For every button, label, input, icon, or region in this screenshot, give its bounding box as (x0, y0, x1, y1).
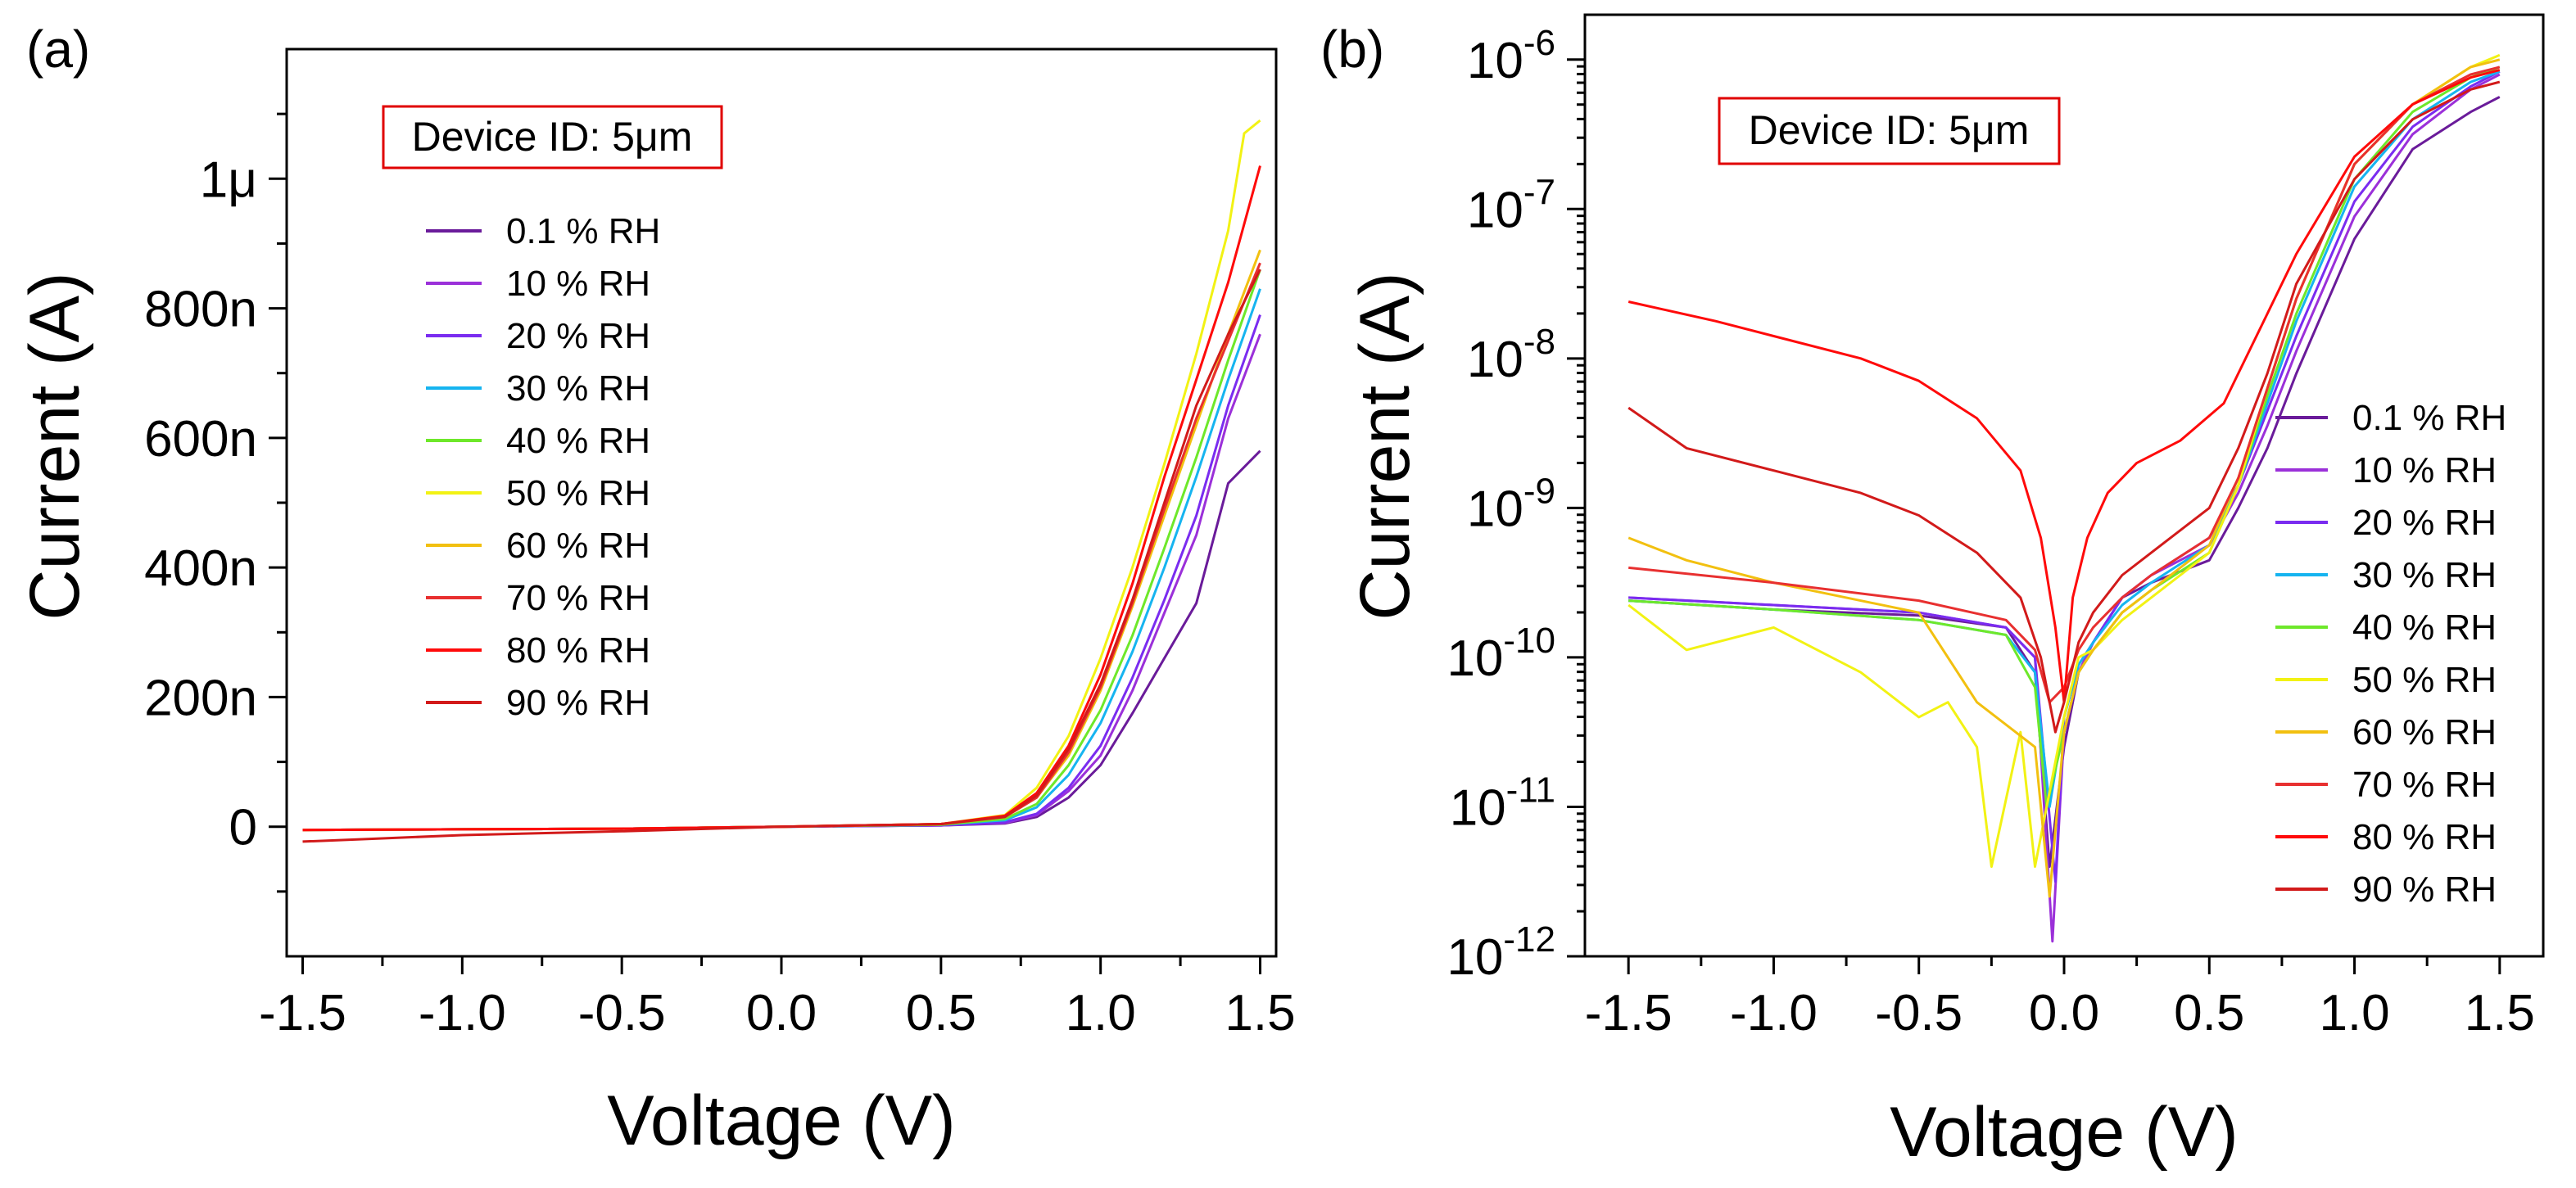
panel-a-y-tick-label: 200n (144, 670, 257, 726)
panel-a-legend-label-10-rh: 10 % RH (506, 264, 650, 304)
panel-b-legend-label-0-1-rh: 0.1 % RH (2352, 398, 2506, 438)
panel-a-y-tick-label: 600n (144, 411, 257, 468)
panel-b-y-tick-label: 10-11 (1450, 770, 1555, 836)
panel-b-x-tick-label: -0.5 (1875, 985, 1963, 1041)
panel-b-y-tick-label: 10-12 (1446, 919, 1555, 986)
panel-b-x-tick-label: 0.0 (2029, 985, 2099, 1041)
panel-b-y-tick-label: 10-10 (1446, 621, 1555, 687)
panel-b-legend-label-80-rh: 80 % RH (2352, 817, 2497, 857)
panel-a-x-axis-title: Voltage (V) (607, 1082, 955, 1160)
panel-b-device-id-box (1718, 97, 2061, 165)
panel-a-series-group (302, 119, 1261, 843)
panel-a-x-tick-label: 0.5 (906, 985, 976, 1041)
panel-b-y-axis: 10-12 10-11 10-10 10-9 10-8 10-7 10-6 (1446, 23, 1585, 986)
panel-a-legend-label-30-rh: 30 % RH (506, 368, 650, 409)
panel-a-series-20-rh (302, 314, 1261, 832)
panel-a-series-80-rh (302, 165, 1261, 832)
panel-b-y-tick-label: 10-9 (1467, 471, 1555, 537)
panel-b-device-id: Device ID: 5μm (1749, 107, 2030, 153)
panel-b-y-tick-label: 10-8 (1467, 322, 1555, 388)
panel-a-x-tick-label: 1.5 (1225, 985, 1295, 1041)
panel-b-legend-label-60-rh: 60 % RH (2352, 712, 2497, 752)
panel-b-x-axis: -1.5 -1.0 -0.5 0.0 0.5 1.0 1.5 (1585, 956, 2535, 1041)
panel-a-x-tick-label: -1.0 (419, 985, 506, 1041)
panel-a-plot-frame (285, 47, 1278, 958)
panel-b-legend-label-40-rh: 40 % RH (2352, 608, 2497, 648)
panel-b-x-tick-label: 1.0 (2319, 985, 2389, 1041)
panel-b-x-tick-label: -1.5 (1585, 985, 1673, 1041)
panel-a-y-axis: 0 200n 400n 600n 800n 1μ (144, 112, 287, 893)
panel-b-legend-label-10-rh: 10 % RH (2352, 450, 2497, 490)
panel-b-series-90-rh (1628, 80, 2501, 734)
panel-b-y-tick-label: 10-6 (1467, 23, 1555, 89)
panel-a-series-30-rh (302, 288, 1261, 832)
panel-b-legend-label-70-rh: 70 % RH (2352, 765, 2497, 805)
panel-b-legend: 0.1 % RH 10 % RH 20 % RH 30 % RH 40 % RH 50 %… (2275, 398, 2506, 910)
panel-a-x-tick-label: 0.0 (746, 985, 817, 1041)
panel-b-x-axis-title: Voltage (V) (1890, 1093, 2238, 1172)
panel-a-device-id: Device ID: 5μm (412, 114, 693, 160)
panel-b-y-tick-label: 10-7 (1467, 172, 1555, 238)
panel-a-legend-label-0-1-rh: 0.1 % RH (506, 211, 660, 251)
panel-b-x-tick-label: -1.0 (1730, 985, 1818, 1041)
panel-a-legend-label-50-rh: 50 % RH (506, 473, 650, 513)
panel-a-linear-iv: (a) -1.5 -1.0 -0.5 0.0 0.5 1.0 1.5 0 200n 400n 60… (16, 20, 1296, 1160)
panel-b-legend-label-20-rh: 20 % RH (2352, 503, 2497, 543)
panel-b-label: (b) (1320, 20, 1384, 79)
panel-a-legend-label-60-rh: 60 % RH (506, 526, 650, 566)
panel-a-legend-label-20-rh: 20 % RH (506, 316, 650, 356)
panel-a-label: (a) (26, 20, 90, 79)
panel-b-x-tick-label: 1.5 (2465, 985, 2535, 1041)
panel-a-device-id-box (382, 105, 723, 169)
panel-a-legend-label-90-rh: 90 % RH (506, 683, 650, 723)
panel-a-y-tick-label: 0 (229, 800, 257, 856)
panel-a-series-10-rh (302, 333, 1261, 832)
panel-a-y-tick-label: 400n (144, 540, 257, 597)
panel-b-log-iv: (b) -1.5 -1.0 -0.5 0.0 0.5 1.0 1.5 10-1210-111… (1320, 13, 2545, 1172)
panel-a-legend-label-40-rh: 40 % RH (506, 421, 650, 461)
panel-b-series-70-rh (1628, 65, 2501, 704)
panel-b-legend-label-30-rh: 30 % RH (2352, 555, 2497, 595)
panel-a-legend: 0.1 % RH 10 % RH 20 % RH 30 % RH 40 % RH 50 %… (426, 211, 660, 723)
panel-a-series-90-rh (302, 269, 1261, 843)
panel-a-x-axis: -1.5 -1.0 -0.5 0.0 0.5 1.0 1.5 (259, 956, 1296, 1041)
panel-a-series-40-rh (302, 269, 1261, 832)
panel-b-x-tick-label: 0.5 (2174, 985, 2244, 1041)
panel-a-y-tick-label: 800n (144, 282, 257, 338)
panel-b-series-80-rh (1628, 69, 2501, 704)
panel-a-x-tick-label: 1.0 (1066, 985, 1136, 1041)
panel-a-x-tick-label: -0.5 (578, 985, 666, 1041)
panel-a-y-axis-title: Current (A) (16, 272, 94, 620)
panel-b-legend-label-50-rh: 50 % RH (2352, 660, 2497, 700)
panel-a-y-tick-label: 1μ (200, 151, 257, 208)
panel-b-y-axis-title: Current (A) (1346, 272, 1424, 620)
panel-b-legend-label-90-rh: 90 % RH (2352, 870, 2497, 910)
panel-a-legend-label-70-rh: 70 % RH (506, 578, 650, 618)
panel-a-x-tick-label: -1.5 (259, 985, 346, 1041)
panel-b-series-group (1628, 53, 2501, 943)
panel-a-legend-label-80-rh: 80 % RH (506, 630, 650, 671)
